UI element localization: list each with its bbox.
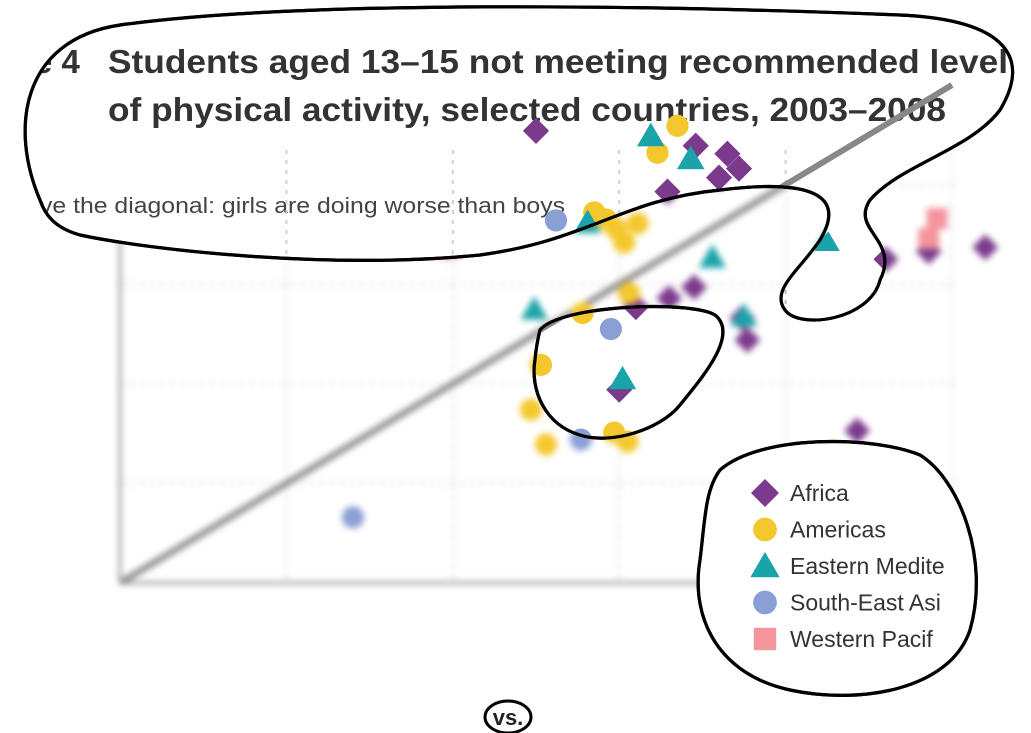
legend-label: Africa: [790, 480, 849, 506]
legend-label: Western Pacif: [790, 626, 933, 652]
vs-label: vs.: [493, 705, 524, 730]
data-point: [341, 506, 365, 529]
legend: Africa Americas Eastern Medite South-East A…: [750, 479, 945, 652]
legend-marker: [751, 479, 779, 507]
data-point: [613, 231, 636, 254]
legend-item: Western Pacif: [753, 626, 933, 652]
data-point: [972, 234, 999, 261]
data-point: [681, 274, 708, 301]
data-point: [814, 229, 840, 251]
data-point: [677, 145, 705, 170]
data-point: [656, 285, 683, 312]
legend-marker: [753, 517, 777, 542]
title-line-2: of physical activity, selected countries…: [108, 91, 946, 128]
legend-item: Africa: [751, 479, 849, 507]
data-point: [666, 114, 689, 137]
data-point: [918, 227, 940, 249]
data-point: [544, 209, 568, 232]
legend-marker: [753, 590, 777, 615]
data-point: [519, 398, 543, 421]
data-point: [714, 140, 741, 167]
data-point: [520, 296, 548, 320]
zoom-callout: [532, 304, 725, 440]
data-point: [646, 141, 669, 164]
zoom-callout-outline: [532, 304, 725, 440]
legend-label: Americas: [790, 517, 886, 543]
title-prefix: e 4: [34, 43, 81, 80]
data-point: [608, 365, 637, 390]
legend-label: South-East Asi: [790, 590, 941, 616]
data-point: [730, 303, 758, 327]
data-point: [698, 244, 727, 268]
legend-marker: [750, 552, 780, 578]
data-point: [523, 117, 549, 144]
legend-label: Eastern Medite: [790, 553, 945, 579]
title-line-1: Students aged 13–15 not meeting recommen…: [108, 43, 1008, 80]
legend-item: Americas: [753, 517, 886, 543]
data-point: [637, 122, 665, 147]
data-point: [726, 155, 753, 182]
diagonal: [118, 82, 954, 320]
subtitle: ve the diagonal: girls are doing worse t…: [40, 193, 565, 218]
data-point: [618, 282, 641, 305]
data-point: [626, 212, 649, 235]
data-point: [873, 247, 885, 272]
data-point: [926, 208, 948, 229]
data-point: [534, 433, 558, 456]
legend-item: Eastern Medite: [750, 552, 945, 579]
data-point: [599, 317, 622, 341]
legend-callout-outline: [696, 439, 978, 697]
legend-item: South-East Asi: [753, 590, 941, 616]
vs-badge: vs.: [483, 699, 533, 733]
data-point: [734, 326, 761, 353]
legend-marker: [753, 627, 777, 651]
data-point: [844, 417, 871, 444]
title-callout-outline: [23, 5, 1015, 322]
data-point: [706, 164, 733, 191]
